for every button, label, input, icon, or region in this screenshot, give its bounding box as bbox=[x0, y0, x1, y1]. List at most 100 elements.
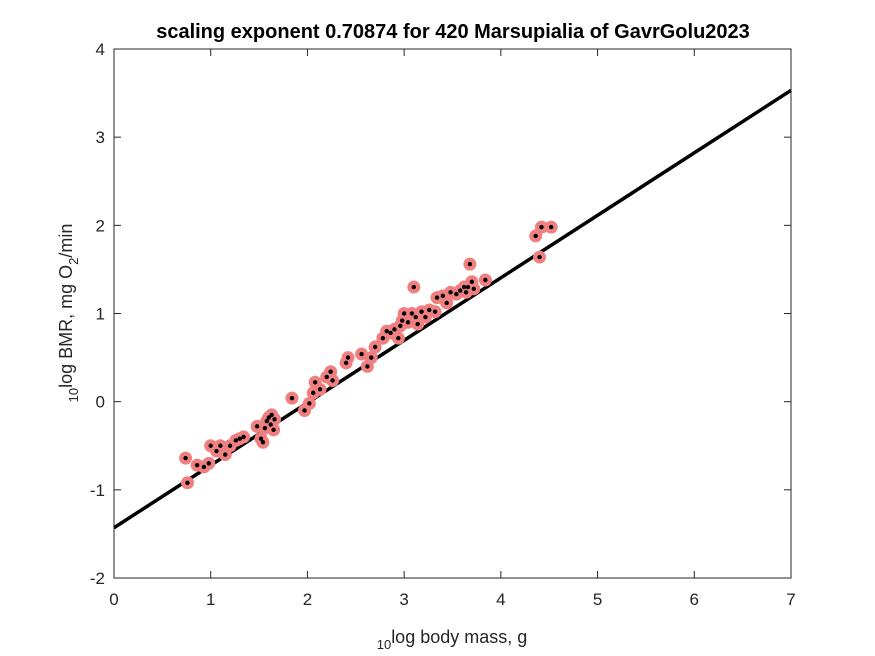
data-point-center bbox=[208, 443, 213, 448]
y-axis-label-prefix: 10 bbox=[66, 388, 81, 402]
y-tick-label: 0 bbox=[96, 393, 105, 412]
data-point-center bbox=[223, 452, 228, 457]
y-axis-label-main: log BMR, mg O bbox=[56, 265, 76, 388]
data-point-center bbox=[427, 307, 432, 313]
data-point-center bbox=[271, 427, 276, 433]
x-tick-label: 6 bbox=[690, 590, 699, 609]
data-point-center bbox=[194, 462, 200, 468]
x-axis-label-prefix: 10 bbox=[377, 637, 391, 652]
data-point-center bbox=[432, 309, 438, 314]
data-point-center bbox=[548, 224, 554, 230]
data-point-center bbox=[365, 364, 370, 369]
data-point-center bbox=[392, 327, 397, 332]
y-axis-label-subscript: 2 bbox=[66, 258, 81, 265]
data-point-center bbox=[233, 438, 239, 443]
data-point-center bbox=[388, 330, 393, 336]
data-point-center bbox=[423, 314, 428, 320]
data-point-center bbox=[254, 424, 260, 429]
data-point-center bbox=[467, 261, 473, 267]
data-point-center bbox=[448, 290, 453, 295]
data-point-center bbox=[458, 288, 463, 293]
data-point-center bbox=[260, 440, 266, 445]
data-point-center bbox=[262, 425, 268, 431]
data-point-center bbox=[289, 395, 295, 401]
ticks-layer: 0 1 2 3 4 5 6 7 -2 -1 0 1 2 3 4 bbox=[90, 40, 796, 609]
data-point-center bbox=[409, 311, 415, 316]
y-tick-label: 4 bbox=[96, 40, 105, 59]
data-point-center bbox=[434, 295, 440, 300]
data-point-center bbox=[469, 279, 475, 284]
data-point-center bbox=[264, 418, 270, 424]
data-point-center bbox=[272, 417, 277, 422]
data-point-center bbox=[268, 422, 273, 427]
x-tick-label: 5 bbox=[593, 590, 602, 609]
data-point-center bbox=[396, 335, 401, 341]
y-tick-label: -1 bbox=[90, 481, 105, 500]
data-point-center bbox=[227, 443, 233, 448]
data-point-center bbox=[311, 390, 316, 396]
x-tick-label: 1 bbox=[206, 590, 215, 609]
data-point-center bbox=[483, 277, 488, 283]
data-point-center bbox=[539, 224, 544, 230]
data-point-center bbox=[400, 318, 405, 323]
data-points-layer bbox=[179, 220, 558, 490]
x-axis-label-main: log body mass, g bbox=[391, 627, 527, 647]
x-tick-label: 2 bbox=[303, 590, 312, 609]
data-point-center bbox=[471, 286, 476, 292]
data-point-center bbox=[444, 300, 449, 306]
data-point-center bbox=[359, 351, 364, 357]
data-point-center bbox=[237, 436, 242, 441]
data-point-center bbox=[369, 355, 374, 360]
data-point-center bbox=[380, 335, 386, 341]
data-point-center bbox=[258, 436, 264, 441]
data-point-center bbox=[201, 464, 207, 470]
x-axis-label: 10log body mass, g bbox=[377, 627, 528, 652]
plot-area bbox=[114, 49, 791, 578]
y-tick-label: 3 bbox=[96, 128, 105, 147]
y-tick-label: -2 bbox=[90, 569, 105, 588]
x-tick-label: 4 bbox=[496, 590, 505, 609]
data-point-center bbox=[185, 480, 190, 485]
data-point-center bbox=[411, 284, 417, 290]
data-point-center bbox=[269, 412, 274, 418]
data-point-center bbox=[241, 434, 246, 440]
x-tick-label: 7 bbox=[786, 590, 795, 609]
data-point-center bbox=[372, 344, 378, 350]
data-point-center bbox=[302, 408, 307, 413]
y-axis-label-suffix: /min bbox=[56, 224, 76, 258]
data-point-center bbox=[440, 293, 446, 299]
chart-title: scaling exponent 0.70874 for 420 Marsupi… bbox=[156, 21, 750, 43]
data-point-center bbox=[218, 443, 223, 448]
data-point-center bbox=[330, 378, 335, 383]
data-point-center bbox=[307, 401, 312, 406]
data-point-center bbox=[465, 284, 471, 290]
data-point-center bbox=[317, 387, 323, 392]
data-point-center bbox=[384, 328, 389, 334]
data-point-center bbox=[405, 320, 411, 325]
data-point-center bbox=[328, 369, 333, 374]
data-point-center bbox=[266, 415, 271, 420]
y-axis-label: 10log BMR, mg O2/min bbox=[56, 224, 81, 403]
data-point-center bbox=[345, 355, 351, 360]
y-tick-label: 1 bbox=[96, 305, 105, 324]
data-point-center bbox=[419, 309, 424, 314]
data-point-center bbox=[324, 374, 329, 380]
x-tick-label: 0 bbox=[109, 590, 118, 609]
data-point-center bbox=[401, 311, 407, 316]
data-point-center bbox=[183, 455, 188, 461]
data-point-center bbox=[312, 380, 318, 385]
data-point-center bbox=[537, 254, 542, 260]
data-point-center bbox=[206, 461, 211, 466]
data-point-center bbox=[454, 291, 459, 297]
data-point-center bbox=[343, 360, 349, 366]
data-point-center bbox=[461, 284, 467, 290]
data-point-center bbox=[398, 323, 403, 329]
data-point-center bbox=[413, 314, 418, 320]
data-point-center bbox=[533, 233, 538, 239]
y-tick-label: 2 bbox=[96, 216, 105, 235]
x-tick-label: 3 bbox=[399, 590, 408, 609]
data-point-center bbox=[415, 321, 420, 327]
data-point-center bbox=[214, 448, 219, 454]
data-point-center bbox=[463, 290, 469, 295]
